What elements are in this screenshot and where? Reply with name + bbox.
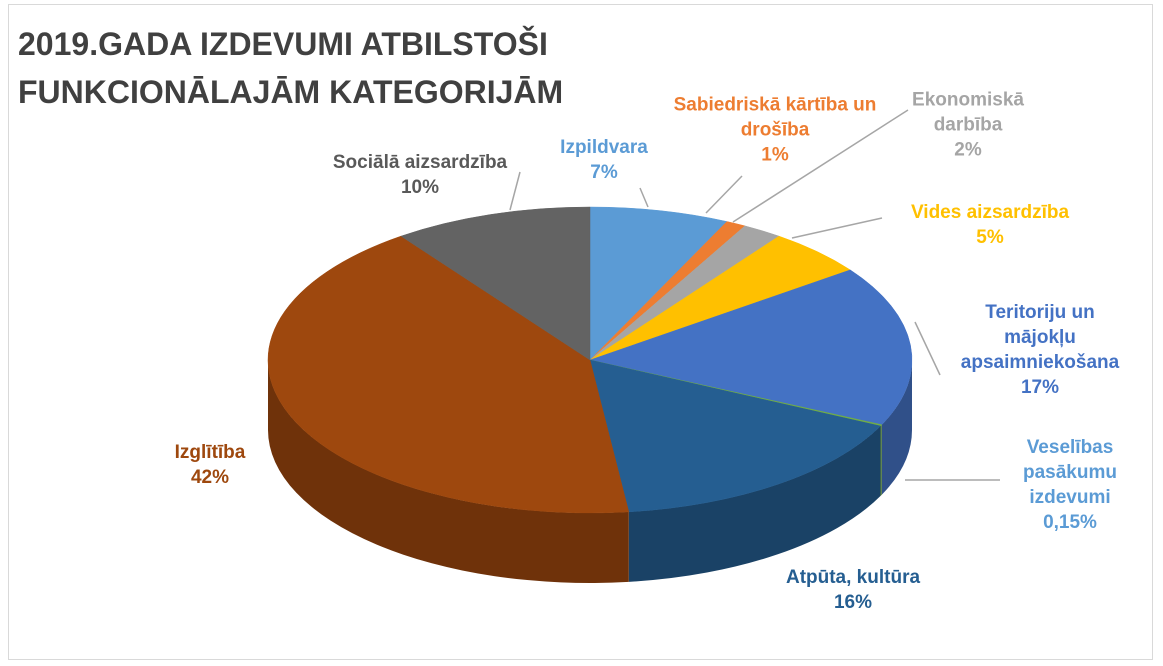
data-label: Vides aizsardzība 5% — [875, 200, 1105, 250]
data-label: Sabiedriskā kārtība un drošība 1% — [660, 93, 890, 168]
chart-frame — [8, 4, 1153, 660]
leader-line — [914, 321, 941, 376]
data-label: Izglītība 42% — [135, 440, 285, 490]
slice-side — [880, 424, 882, 497]
category-label: Izpildvara — [560, 137, 648, 158]
leader-line — [509, 171, 521, 211]
slice-side — [268, 360, 629, 583]
data-label: Izpildvara 7% — [549, 135, 659, 185]
leader-line — [732, 109, 909, 223]
value-label: 42% — [190, 467, 230, 488]
chart-title: 2019.GADA IZDEVUMI ATBILSTOŠI FUNKCIONĀL… — [18, 26, 564, 110]
slice-side — [628, 426, 881, 582]
value-label: 17% — [1020, 377, 1060, 398]
value-label: 0,15% — [1043, 512, 1097, 533]
value-label: 16% — [833, 592, 873, 613]
slice — [589, 359, 881, 513]
category-label: Ekonomiskā darbība — [912, 89, 1024, 136]
category-label: Atpūta, kultūra — [785, 567, 921, 588]
value-label: 1% — [761, 144, 789, 166]
value-label: 2% — [954, 139, 982, 161]
value-label: 5% — [976, 227, 1004, 248]
slice — [589, 206, 728, 361]
category-label: Sociālā aizsardzība — [332, 152, 508, 173]
category-label: Veselības pasākumu izdevumi — [1023, 437, 1117, 508]
data-label: Atpūta, kultūra 16% — [733, 565, 973, 615]
value-label: 10% — [400, 177, 440, 198]
category-label: Sabiedriskā kārtība un drošība — [673, 94, 877, 141]
category-label: Vides aizsardzība — [910, 202, 1070, 223]
leader-line — [791, 217, 883, 239]
category-label: Izglītība — [174, 442, 246, 463]
leader-line — [639, 187, 649, 208]
category-label: Teritoriju un mājokļu apsaimniekošana — [960, 302, 1120, 373]
slice — [267, 235, 630, 514]
data-label: Ekonomiskā darbība 2% — [903, 88, 1033, 163]
leader-line — [705, 175, 743, 214]
data-label: Veselības pasākumu izdevumi 0,15% — [1010, 435, 1130, 535]
slice — [589, 269, 913, 426]
data-label: Teritoriju un mājokļu apsaimniekošana 17% — [955, 300, 1125, 400]
value-label: 7% — [590, 162, 618, 183]
slice — [400, 206, 591, 361]
data-label: Sociālā aizsardzība 10% — [300, 150, 540, 200]
